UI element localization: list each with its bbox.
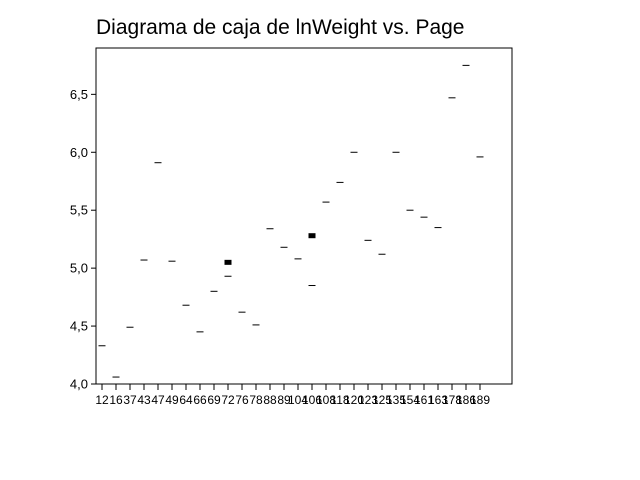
y-tick-label: 5,5 — [70, 203, 88, 218]
x-tick-label: 69 — [207, 393, 221, 407]
y-tick-label: 6,0 — [70, 145, 88, 160]
x-tick-label: 163 — [428, 393, 448, 407]
x-tick-label: 12 — [95, 393, 109, 407]
x-tick-label: 186 — [456, 393, 476, 407]
y-tick-label: 4,5 — [70, 319, 88, 334]
y-tick-label: 6,5 — [70, 87, 88, 102]
x-tick-label: 104 — [288, 393, 308, 407]
median-mark — [308, 233, 316, 239]
x-tick-label: 154 — [400, 393, 420, 407]
x-tick-label: 43 — [137, 393, 151, 407]
x-tick-label: 16 — [109, 393, 123, 407]
plot-frame — [95, 47, 513, 385]
x-tick-label: 108 — [316, 393, 336, 407]
x-tick-label: 135 — [386, 393, 406, 407]
x-tick-label: 66 — [193, 393, 207, 407]
y-tick-label: 5,0 — [70, 261, 88, 276]
x-tick-label: 120 — [344, 393, 364, 407]
chart-title: Diagrama de caja de lnWeight vs. Page — [96, 16, 465, 39]
data-marks — [98, 64, 484, 378]
y-tick-label: 4,0 — [70, 377, 88, 392]
x-tick-label: 89 — [277, 393, 291, 407]
x-tick-label: 78 — [249, 393, 263, 407]
x-tick-label: 72 — [221, 393, 235, 407]
x-tick-label: 106 — [302, 393, 322, 407]
x-axis: 12 16 37 43 47 49 64 66 69 72 76 78 88 89104106108118… — [95, 384, 490, 407]
x-tick-label: 49 — [165, 393, 179, 407]
x-tick-label: 47 — [151, 393, 165, 407]
x-tick-label: 178 — [442, 393, 462, 407]
x-tick-label: 189 — [470, 393, 490, 407]
x-tick-label: 37 — [123, 393, 137, 407]
x-tick-label: 161 — [414, 393, 434, 407]
x-tick-label: 76 — [235, 393, 249, 407]
x-tick-label: 64 — [179, 393, 193, 407]
x-tick-label: 118 — [330, 393, 349, 407]
median-mark — [224, 259, 232, 265]
x-tick-label: 125 — [372, 393, 392, 407]
x-tick-label: 88 — [263, 393, 277, 407]
y-axis: 4,0 4,5 5,0 5,5 6,0 6,5 — [70, 87, 96, 392]
x-tick-label: 123 — [358, 393, 378, 407]
